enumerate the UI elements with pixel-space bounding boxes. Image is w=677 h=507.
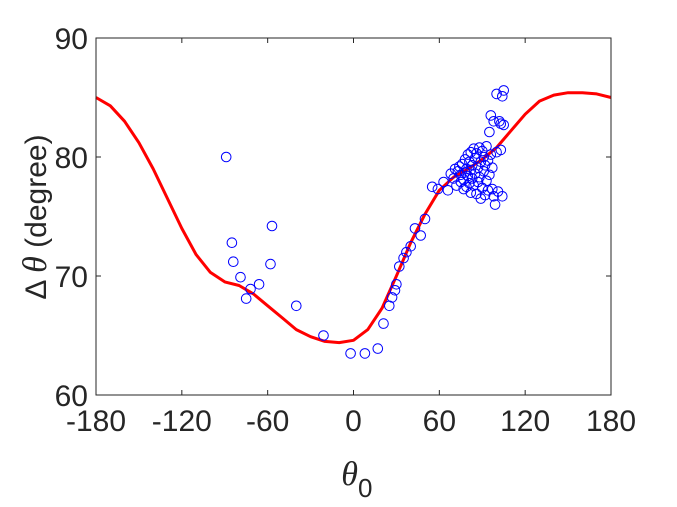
data-point bbox=[497, 91, 508, 102]
x-tick-label: 60 bbox=[423, 405, 456, 438]
x-tick-label: 180 bbox=[586, 405, 636, 438]
data-point bbox=[469, 152, 481, 164]
data-point bbox=[485, 149, 497, 160]
y-axis-label-prefix: Δ bbox=[20, 273, 53, 300]
data-point bbox=[226, 237, 238, 248]
x-tick-label: -60 bbox=[246, 405, 289, 438]
fit-curve bbox=[95, 91, 612, 345]
x-axis-ticks: -180 -120 -60 0 60 120 180 bbox=[66, 38, 636, 438]
data-point bbox=[438, 176, 449, 188]
data-point bbox=[235, 271, 246, 283]
x-tick-label: 120 bbox=[500, 405, 550, 438]
data-point bbox=[389, 285, 401, 296]
x-axis-label-subscript: 0 bbox=[358, 473, 372, 503]
x-tick-label: -120 bbox=[152, 405, 212, 438]
data-point bbox=[415, 230, 427, 241]
data-point bbox=[345, 348, 356, 359]
data-point bbox=[489, 199, 501, 210]
data-point bbox=[398, 252, 409, 264]
data-point bbox=[266, 220, 278, 232]
data-point bbox=[265, 258, 276, 270]
data-point bbox=[442, 185, 454, 196]
data-point bbox=[484, 169, 495, 181]
data-point bbox=[419, 213, 431, 225]
y-axis-ticks: 60 70 80 90 bbox=[55, 23, 611, 413]
data-point bbox=[497, 191, 508, 202]
data-point bbox=[491, 88, 502, 100]
y-axis-label: Δ θ (degree) bbox=[17, 134, 54, 299]
data-point bbox=[487, 183, 498, 195]
data-point bbox=[498, 85, 510, 96]
data-point bbox=[240, 293, 252, 304]
data-point bbox=[394, 261, 405, 272]
data-point bbox=[461, 163, 472, 175]
scatter-layer bbox=[220, 85, 510, 359]
data-point bbox=[228, 256, 239, 268]
data-point bbox=[485, 110, 497, 121]
x-tick-label: 0 bbox=[345, 405, 362, 438]
data-point bbox=[482, 185, 494, 196]
x-tick-label: -180 bbox=[66, 405, 126, 438]
data-point bbox=[245, 283, 256, 295]
data-point bbox=[378, 318, 389, 329]
data-point bbox=[488, 116, 500, 127]
data-point bbox=[409, 223, 421, 234]
y-tick-label: 70 bbox=[55, 261, 88, 294]
data-point bbox=[481, 141, 492, 152]
y-axis-label-suffix: (degree) bbox=[20, 134, 53, 256]
data-point bbox=[495, 144, 507, 156]
data-point bbox=[318, 330, 329, 341]
data-point bbox=[465, 187, 477, 198]
data-point bbox=[432, 183, 444, 195]
y-tick-label: 60 bbox=[55, 380, 88, 413]
data-point bbox=[391, 279, 402, 290]
x-axis-label: θ 0 bbox=[341, 456, 372, 503]
data-point bbox=[484, 126, 495, 138]
fit-curve-layer bbox=[95, 91, 612, 345]
y-axis-label-symbol: θ bbox=[17, 256, 54, 273]
x-axis-label-symbol: θ bbox=[341, 456, 358, 493]
data-point bbox=[359, 348, 371, 359]
data-point bbox=[487, 162, 498, 173]
data-point bbox=[498, 119, 510, 131]
data-point bbox=[220, 151, 232, 163]
data-point bbox=[454, 161, 465, 172]
data-point bbox=[372, 343, 384, 354]
y-tick-label: 90 bbox=[55, 23, 88, 56]
data-point bbox=[405, 241, 417, 252]
data-point bbox=[386, 292, 398, 303]
y-tick-label: 80 bbox=[55, 142, 88, 175]
y-axis-label-text: Δ θ (degree) bbox=[17, 134, 54, 299]
plot-area-background bbox=[96, 38, 611, 395]
data-point bbox=[291, 300, 302, 312]
data-point bbox=[253, 279, 265, 290]
data-point bbox=[474, 142, 485, 153]
data-point bbox=[458, 183, 470, 195]
data-point bbox=[426, 181, 438, 193]
